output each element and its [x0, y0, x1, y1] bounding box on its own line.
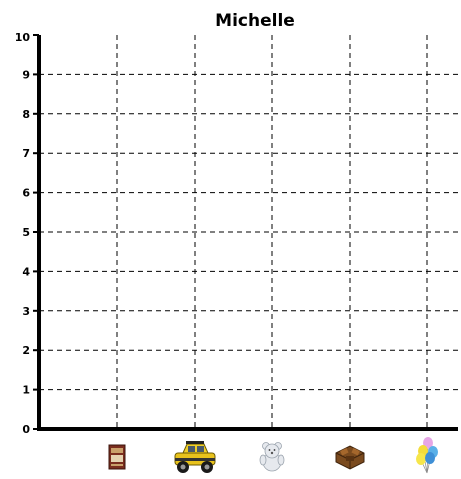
y-tick-label: 4 — [22, 265, 30, 278]
y-tick-label: 0 — [22, 423, 30, 436]
y-tick-label: 8 — [22, 108, 30, 121]
y-tick-labels: 0 1 2 3 4 5 6 7 8 9 10 — [15, 31, 39, 436]
y-tick-label: 2 — [22, 344, 30, 357]
grid — [39, 35, 458, 429]
y-tick-label: 1 — [22, 384, 30, 397]
balloons-icon — [416, 437, 438, 474]
y-tick-label: 10 — [15, 31, 31, 44]
y-tick-label: 7 — [22, 147, 30, 160]
chart-title: Michelle — [215, 11, 295, 31]
book-icon — [108, 444, 126, 470]
y-tick-label: 6 — [22, 187, 30, 200]
y-tick-label: 5 — [22, 226, 30, 239]
teddy-bear-icon — [259, 442, 285, 472]
chocolate-box-icon — [335, 445, 365, 470]
category-icons — [108, 437, 438, 474]
toy-truck-icon — [174, 441, 216, 473]
y-tick-label: 9 — [22, 68, 30, 81]
y-tick-label: 3 — [22, 305, 30, 318]
